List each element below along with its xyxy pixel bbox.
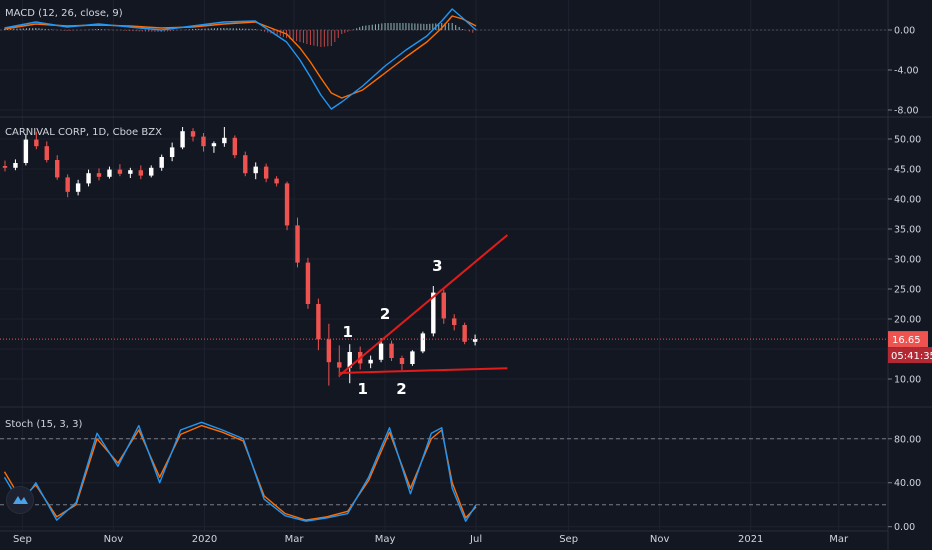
price-y-tick-label: 30.00 — [894, 255, 921, 266]
price-label: CARNIVAL CORP, 1D, Cboe BZX — [5, 127, 162, 138]
candle-body — [263, 166, 269, 179]
price-y-tick-label: 20.00 — [894, 315, 921, 326]
grid-lines — [0, 0, 888, 531]
candle-body — [243, 155, 248, 174]
macd-label: MACD (12, 26, close, 9) — [5, 8, 123, 19]
time-axis-label: Jul — [469, 534, 482, 545]
time-axis-label: Sep — [559, 534, 578, 545]
candle-body — [253, 166, 258, 174]
stoch-y-tick-label: 0.00 — [894, 522, 915, 533]
countdown-tag-bg — [888, 347, 932, 364]
current-price-tag: 16.65 — [892, 335, 921, 346]
tradingview-logo-icon[interactable] — [6, 486, 34, 514]
time-axis-label: Nov — [650, 534, 670, 545]
candle-body — [13, 163, 18, 168]
time-axis-label: Sep — [13, 534, 32, 545]
candle-body — [274, 178, 279, 184]
price-pane[interactable]: 1 2 3 1 2 — [0, 127, 888, 398]
candle-body — [378, 343, 384, 360]
macd-y-tick-label: -4.00 — [894, 66, 919, 77]
price-y-tick-label: 45.00 — [894, 165, 921, 176]
time-axis-label: Mar — [285, 534, 305, 545]
stoch-series-line — [3, 421, 477, 522]
candle-body — [55, 160, 60, 178]
price-y-tick-label: 25.00 — [894, 285, 921, 296]
candle-body — [44, 146, 49, 160]
candle-body — [399, 358, 405, 364]
wave-label: 2 — [380, 305, 390, 323]
macd-pane[interactable] — [0, 8, 888, 110]
candle-body — [431, 292, 436, 334]
candle-body — [326, 339, 332, 363]
candle-body — [389, 343, 394, 358]
candle-body — [420, 333, 426, 352]
wave-label: 2 — [396, 380, 406, 398]
candle-body — [410, 351, 415, 364]
candle-body — [149, 167, 154, 176]
time-axis-label: 2021 — [738, 534, 763, 545]
stoch-pane[interactable] — [0, 421, 888, 522]
candle-body — [295, 225, 300, 263]
macd-series-line — [4, 15, 477, 99]
price-y-tick-label: 10.00 — [894, 375, 921, 386]
candle-body — [159, 157, 164, 168]
candle-body — [337, 362, 342, 368]
stoch-series-line — [3, 424, 477, 521]
price-tag-bg — [888, 331, 928, 348]
macd-y-tick-label: 0.00 — [894, 26, 915, 37]
candle-body — [23, 139, 29, 163]
price-y-tick-label: 50.00 — [894, 135, 921, 146]
candle-body — [2, 166, 8, 168]
candle-body — [472, 339, 478, 342]
macd-series-line — [4, 8, 477, 110]
candle-body — [138, 170, 143, 176]
candle-body — [190, 131, 196, 137]
stoch-label: Stoch (15, 3, 3) — [5, 419, 83, 430]
stoch-y-tick-label: 80.00 — [894, 434, 921, 445]
candle-body — [107, 169, 112, 177]
trendline — [338, 367, 508, 374]
candle-body — [117, 169, 123, 174]
candle-body — [441, 292, 446, 319]
candle-body — [222, 137, 227, 144]
candle-body — [128, 170, 133, 174]
wave-label: 1 — [343, 323, 353, 341]
candle-body — [169, 147, 175, 157]
candle-body — [452, 318, 457, 325]
candle-body — [75, 183, 81, 192]
candle-body — [368, 359, 373, 364]
candle-body — [96, 173, 102, 177]
candle-body — [180, 131, 185, 148]
stoch-y-tick-label: 40.00 — [894, 478, 921, 489]
countdown-tag: 05:41:35 — [891, 351, 932, 362]
candle-body — [201, 136, 206, 147]
candle-body — [65, 177, 70, 192]
candle-body — [462, 325, 467, 342]
candle-body — [211, 143, 217, 147]
price-y-tick-label: 35.00 — [894, 225, 921, 236]
candle-body — [284, 183, 290, 226]
candle-body — [316, 304, 321, 340]
wave-label: 1 — [357, 380, 367, 398]
price-y-tick-label: 40.00 — [894, 195, 921, 206]
time-axis-label: Mar — [829, 534, 849, 545]
candle-body — [86, 173, 91, 184]
candle-body — [232, 137, 238, 156]
time-axis-label: 2020 — [192, 534, 217, 545]
candle-body — [305, 262, 311, 304]
candle-body — [347, 352, 352, 368]
candle-body — [34, 139, 39, 147]
time-axis-label: Nov — [104, 534, 124, 545]
trendline — [338, 234, 509, 377]
macd-y-tick-label: -8.00 — [894, 106, 919, 117]
time-axis-label: May — [375, 534, 396, 545]
wave-label: 3 — [432, 257, 442, 275]
